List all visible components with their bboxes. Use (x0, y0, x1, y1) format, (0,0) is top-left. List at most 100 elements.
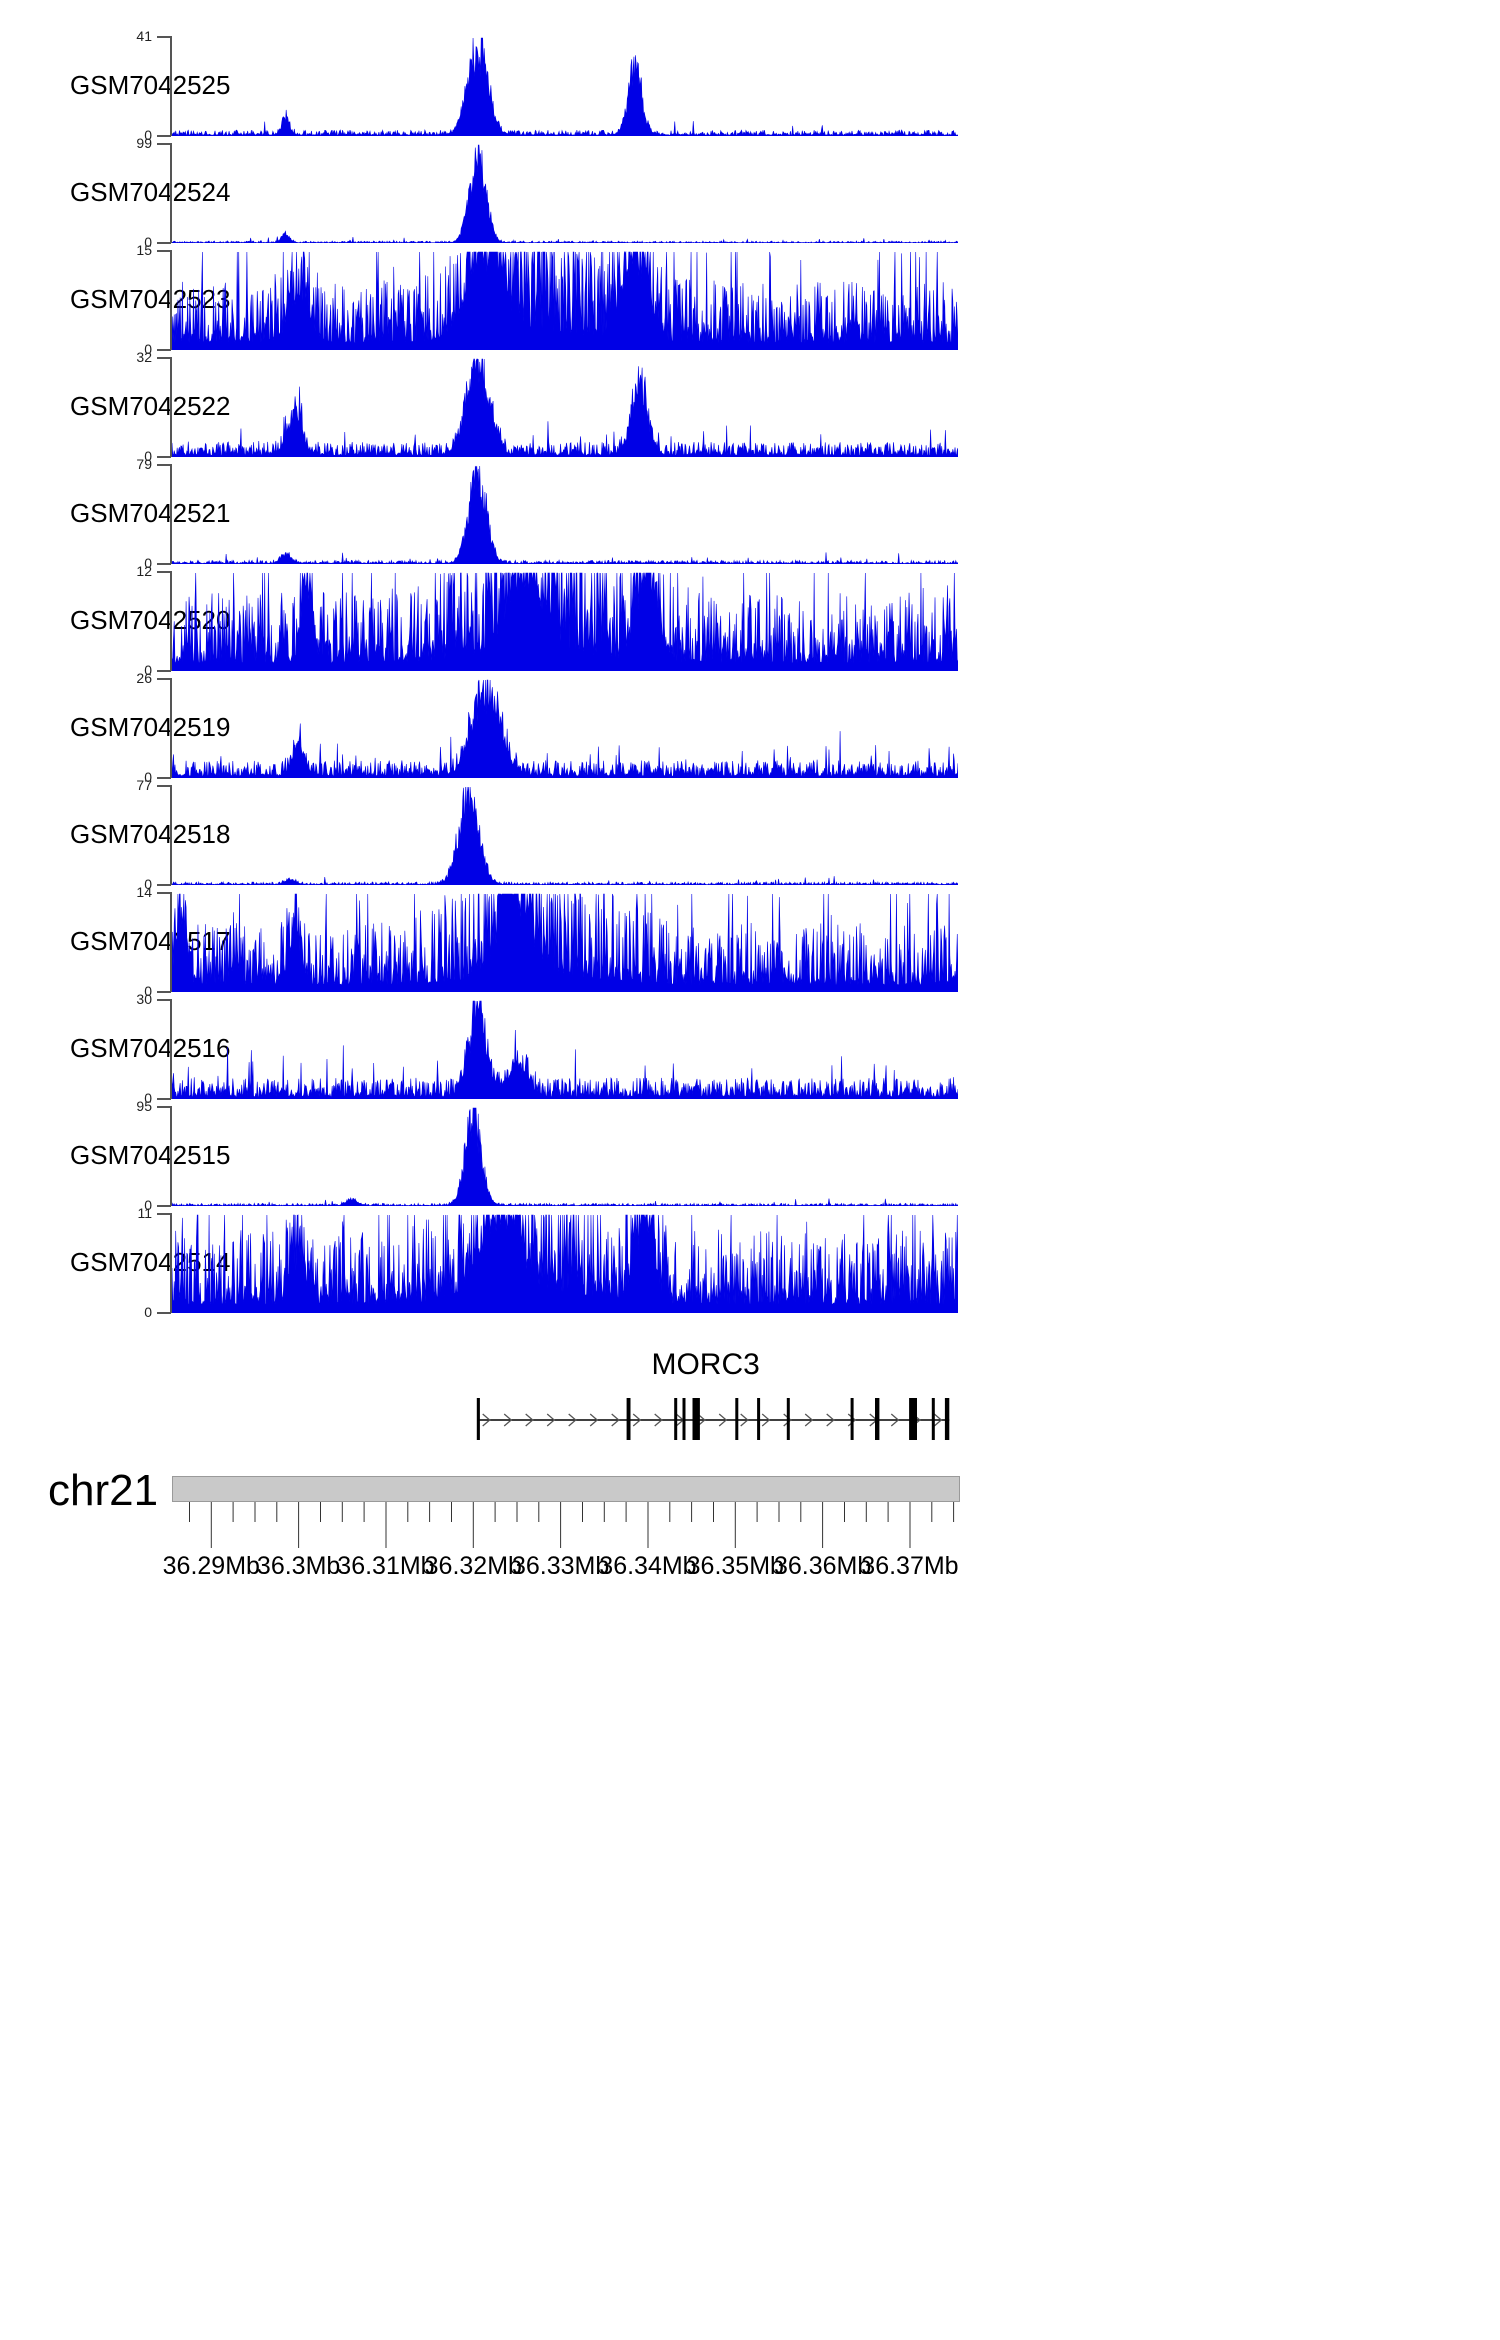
coverage-track[interactable]: GSM7042522 32 0 (0, 349, 1500, 464)
y-axis-zero-tick (157, 1312, 171, 1314)
y-axis-max-label: 11 (137, 1205, 152, 1221)
track-signal-plot[interactable] (172, 464, 958, 564)
track-signal-plot[interactable] (172, 892, 958, 992)
track-y-axis (170, 1106, 172, 1206)
y-axis-zero-tick (157, 242, 171, 244)
track-signal-plot[interactable] (172, 1213, 958, 1313)
y-axis-zero-tick (157, 563, 171, 565)
x-axis-tick-label: 36.35Mb (686, 1552, 784, 1580)
y-axis-zero-tick (157, 135, 171, 137)
y-axis-max-tick (157, 143, 171, 145)
track-sample-label: GSM7042519 (70, 712, 231, 742)
track-y-axis (170, 571, 172, 671)
y-axis-max-label: 95 (136, 1098, 152, 1114)
y-axis-max-label: 30 (136, 991, 152, 1007)
coverage-track[interactable]: GSM7042525 41 0 (0, 28, 1500, 143)
track-y-axis (170, 36, 172, 136)
y-axis-max-tick (157, 36, 171, 38)
y-axis-zero-label: 0 (144, 662, 152, 678)
track-sample-label: GSM7042523 (70, 284, 231, 314)
y-axis-max-label: 26 (136, 670, 152, 686)
coverage-track[interactable]: GSM7042519 26 0 (0, 670, 1500, 785)
track-signal-plot[interactable] (172, 571, 958, 671)
coverage-track[interactable]: GSM7042524 99 0 (0, 135, 1500, 250)
x-axis-tick-label: 36.31Mb (337, 1552, 435, 1580)
y-axis-zero-tick (157, 991, 171, 993)
coverage-track[interactable]: GSM7042514 11 0 (0, 1205, 1500, 1320)
ideogram-bar[interactable] (172, 1476, 960, 1502)
track-sample-label: GSM7042518 (70, 819, 231, 849)
x-axis-tick-label: 36.34Mb (599, 1552, 697, 1580)
gene-model-glyph[interactable] (0, 1380, 1500, 1445)
y-axis-max-tick (157, 678, 171, 680)
y-axis-zero-label: 0 (144, 234, 152, 250)
track-sample-label: GSM7042522 (70, 391, 231, 421)
coverage-track[interactable]: GSM7042516 30 0 (0, 991, 1500, 1106)
track-signal-plot[interactable] (172, 250, 958, 350)
y-axis-zero-label: 0 (144, 876, 152, 892)
y-axis-max-tick (157, 1106, 171, 1108)
coverage-track[interactable]: GSM7042523 15 0 (0, 242, 1500, 357)
coverage-track[interactable]: GSM7042521 79 0 (0, 456, 1500, 571)
track-sample-label: GSM7042525 (70, 70, 231, 100)
track-y-axis (170, 464, 172, 564)
track-y-axis (170, 678, 172, 778)
coverage-track[interactable]: GSM7042518 77 0 (0, 777, 1500, 892)
track-y-axis (170, 785, 172, 885)
x-axis-tick-label: 36.37Mb (861, 1552, 959, 1580)
y-axis-zero-label: 0 (144, 341, 152, 357)
y-axis-max-tick (157, 357, 171, 359)
y-axis-max-label: 77 (136, 777, 152, 793)
coverage-track[interactable]: GSM7042520 12 0 (0, 563, 1500, 678)
track-signal-plot[interactable] (172, 36, 958, 136)
track-signal-plot[interactable] (172, 678, 958, 778)
y-axis-zero-label: 0 (144, 448, 152, 464)
track-sample-label: GSM7042515 (70, 1140, 231, 1170)
y-axis-zero-label: 0 (144, 1304, 152, 1320)
track-sample-label: GSM7042520 (70, 605, 231, 635)
y-axis-zero-label: 0 (144, 1090, 152, 1106)
y-axis-zero-label: 0 (144, 555, 152, 571)
track-sample-label: GSM7042516 (70, 1033, 231, 1063)
track-y-axis (170, 892, 172, 992)
y-axis-max-tick (157, 999, 171, 1001)
chromosome-label: chr21 (48, 1466, 159, 1515)
y-axis-max-label: 41 (136, 28, 152, 44)
y-axis-max-tick (157, 571, 171, 573)
y-axis-max-label: 14 (136, 884, 152, 900)
y-axis-max-label: 15 (136, 242, 152, 258)
coverage-track[interactable]: GSM7042517 14 0 (0, 884, 1500, 999)
track-sample-label: GSM7042514 (70, 1247, 231, 1277)
coverage-track[interactable]: GSM7042515 95 0 (0, 1098, 1500, 1213)
y-axis-max-label: 99 (136, 135, 152, 151)
track-y-axis (170, 250, 172, 350)
y-axis-zero-tick (157, 1098, 171, 1100)
y-axis-zero-label: 0 (144, 1197, 152, 1213)
gene-annotation-track[interactable]: MORC3 (0, 1348, 1500, 1443)
track-signal-plot[interactable] (172, 785, 958, 885)
track-signal-plot[interactable] (172, 999, 958, 1099)
y-axis-max-label: 79 (136, 456, 152, 472)
track-signal-plot[interactable] (172, 1106, 958, 1206)
y-axis-max-tick (157, 250, 171, 252)
ruler-ticks (0, 1502, 1500, 1567)
track-y-axis (170, 143, 172, 243)
x-axis-tick-label: 36.32Mb (424, 1552, 522, 1580)
y-axis-max-tick (157, 464, 171, 466)
x-axis-tick-label: 36.33Mb (511, 1552, 610, 1580)
track-signal-plot[interactable] (172, 357, 958, 457)
x-axis-tick-label: 36.3Mb (256, 1552, 341, 1580)
track-signal-plot[interactable] (172, 143, 958, 243)
track-y-axis (170, 357, 172, 457)
track-y-axis (170, 1213, 172, 1313)
track-sample-label: GSM7042524 (70, 177, 231, 207)
track-sample-label: GSM7042521 (70, 498, 231, 528)
y-axis-zero-tick (157, 884, 171, 886)
y-axis-max-label: 32 (136, 349, 152, 365)
y-axis-zero-tick (157, 1205, 171, 1207)
y-axis-zero-label: 0 (144, 983, 152, 999)
x-axis-tick-label: 36.29Mb (162, 1552, 260, 1580)
y-axis-zero-tick (157, 349, 171, 351)
y-axis-max-label: 12 (136, 563, 152, 579)
chromosome-axis[interactable]: chr21 36.29Mb 36.3Mb 36.31Mb 36.32Mb 36.33Mb 3… (0, 1466, 1500, 1688)
